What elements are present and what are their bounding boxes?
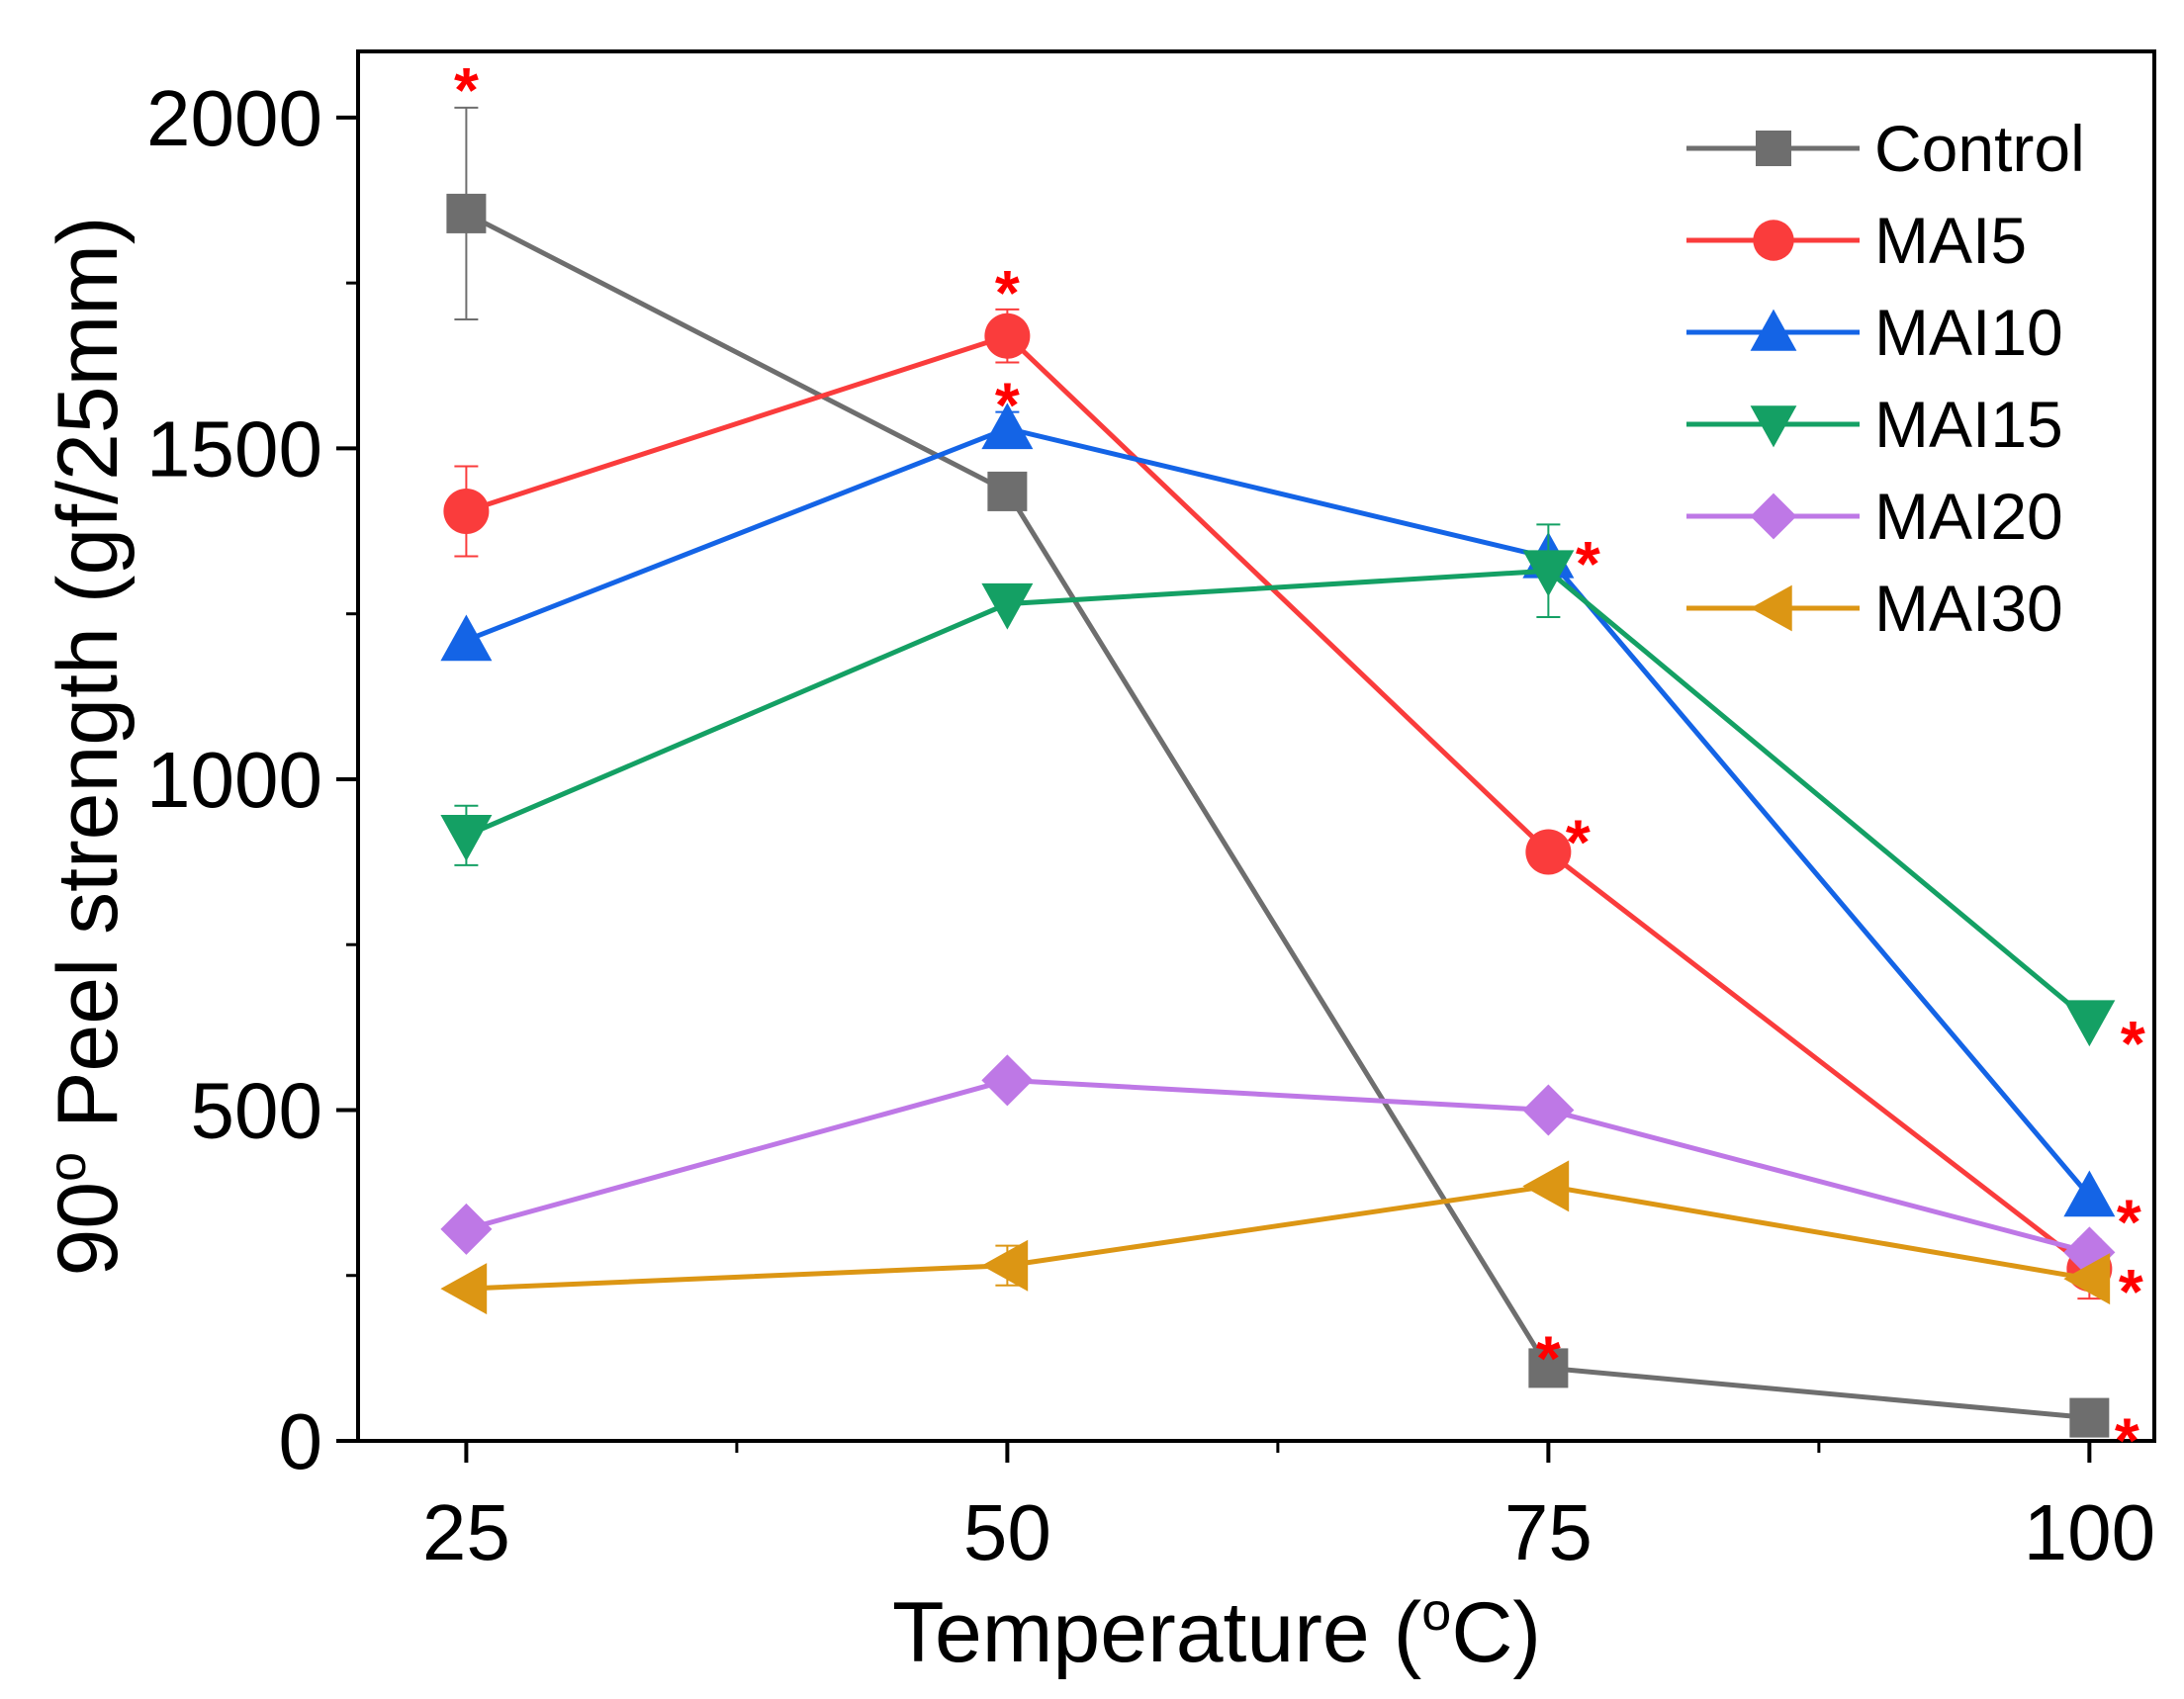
series-mai20 xyxy=(440,1054,2116,1279)
series-line-mai15 xyxy=(465,568,2091,1024)
data-point-control-25 xyxy=(446,193,487,233)
legend-marker-mai30 xyxy=(1750,584,1792,632)
legend-item-mai15: MAI15 xyxy=(1686,388,2063,461)
significance-star-mai15-100: * xyxy=(2121,1008,2145,1079)
data-point-mai30-100 xyxy=(2063,1253,2111,1305)
data-point-mai20-50 xyxy=(981,1054,1034,1107)
series-line-mai30 xyxy=(466,1183,2090,1292)
data-point-mai15-50 xyxy=(981,582,1034,630)
significance-star-control-75: * xyxy=(1536,1322,1561,1393)
legend-marker-mai15 xyxy=(1750,405,1797,448)
data-point-mai5-75 xyxy=(1525,829,1572,875)
legend-label-mai10: MAI10 xyxy=(1874,296,2063,369)
significance-star-mai10-100: * xyxy=(2117,1186,2141,1257)
x-tick-label-100: 100 xyxy=(2024,1488,2155,1576)
legend-item-mai10: MAI10 xyxy=(1686,296,2063,369)
series-mai5 xyxy=(443,308,2113,1300)
data-point-control-50 xyxy=(987,471,1028,511)
legend-label-mai5: MAI5 xyxy=(1874,204,2027,277)
legend-label-mai20: MAI20 xyxy=(1874,480,2063,553)
legend-item-mai5: MAI5 xyxy=(1686,204,2027,277)
series-line-mai10 xyxy=(465,425,2092,1199)
data-point-mai30-25 xyxy=(440,1263,488,1315)
data-point-mai15-100 xyxy=(2063,1000,2116,1047)
series-control xyxy=(446,106,2110,1438)
y-tick-label-1500: 1500 xyxy=(146,404,322,492)
series-line-control xyxy=(465,211,2090,1421)
y-tick-label-500: 500 xyxy=(191,1066,322,1154)
series-mai30 xyxy=(440,1160,2111,1315)
data-point-mai5-50 xyxy=(984,313,1031,359)
series-line-mai20 xyxy=(465,1077,2090,1255)
y-tick-label-2000: 2000 xyxy=(146,74,322,162)
data-point-mai30-75 xyxy=(1522,1160,1570,1212)
y-tick-label-1000: 1000 xyxy=(146,736,322,824)
significance-star-mai10-75: * xyxy=(1576,528,1600,599)
data-point-mai30-50 xyxy=(981,1239,1029,1292)
x-tick-label-50: 50 xyxy=(963,1488,1051,1576)
data-point-mai15-75 xyxy=(1522,550,1575,597)
data-point-control-100 xyxy=(2069,1397,2110,1438)
x-tick-label-25: 25 xyxy=(422,1488,510,1576)
x-tick-label-75: 75 xyxy=(1504,1488,1592,1576)
significance-star-control-25: * xyxy=(454,54,479,126)
significance-star-mai5-100: * xyxy=(2119,1256,2143,1327)
data-point-mai10-25 xyxy=(440,614,493,662)
legend-marker-mai20 xyxy=(1750,492,1797,540)
significance-star-control-100: * xyxy=(2115,1405,2139,1476)
series-mai15 xyxy=(440,523,2116,1047)
y-axis-title: 90o Peel strength (gf/25mm) xyxy=(38,216,136,1276)
legend-label-mai30: MAI30 xyxy=(1874,572,2063,645)
legend-marker-mai5 xyxy=(1753,220,1794,261)
x-axis-title: Temperature (oC) xyxy=(892,1582,1541,1680)
data-point-mai20-75 xyxy=(1522,1084,1575,1136)
series-line-mai5 xyxy=(465,332,2091,1272)
significance-star-mai5-50: * xyxy=(995,257,1020,328)
significance-star-mai5-75: * xyxy=(1566,807,1591,878)
legend-item-mai20: MAI20 xyxy=(1686,480,2063,553)
legend-item-mai30: MAI30 xyxy=(1686,572,2063,645)
legend-item-control: Control xyxy=(1686,112,2085,185)
data-point-mai5-25 xyxy=(443,488,490,534)
data-point-mai15-25 xyxy=(440,815,493,861)
data-point-control-75 xyxy=(1528,1348,1569,1388)
plot-frame xyxy=(356,49,2156,1443)
data-point-mai10-50 xyxy=(981,402,1034,450)
significance-star-mai10-50: * xyxy=(995,370,1020,441)
legend-label-control: Control xyxy=(1874,112,2085,185)
legend-marker-control xyxy=(1756,131,1791,166)
legend-label-mai15: MAI15 xyxy=(1874,388,2063,461)
y-tick-label-0: 0 xyxy=(279,1397,323,1485)
legend-marker-mai10 xyxy=(1750,309,1797,351)
data-point-mai20-25 xyxy=(440,1203,493,1255)
data-point-mai10-100 xyxy=(2063,1170,2116,1217)
